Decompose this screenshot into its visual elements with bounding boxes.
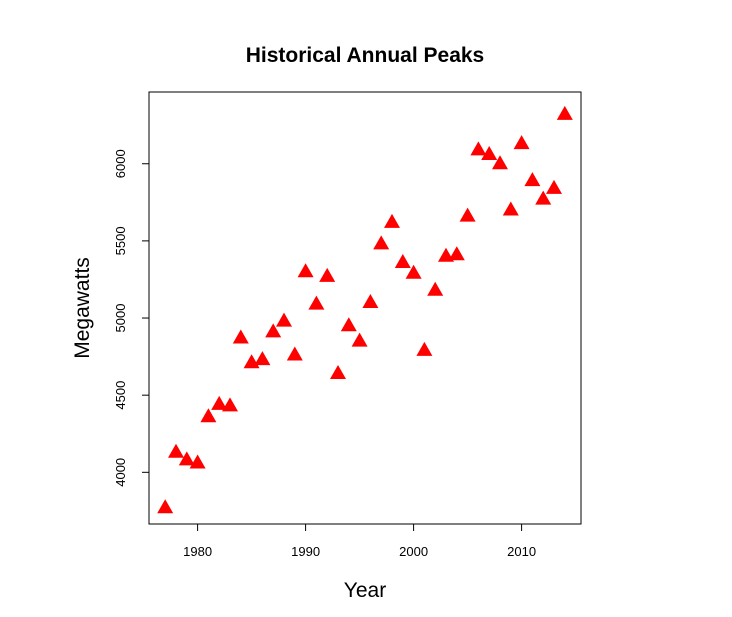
data-point [232, 329, 249, 344]
data-point [405, 264, 422, 279]
data-point [340, 317, 357, 332]
data-point [362, 294, 379, 309]
data-point [265, 323, 282, 338]
x-tick-label: 1980 [183, 544, 212, 559]
data-point [168, 443, 184, 458]
y-axis: 4000 4500 5000 5500 6000 [113, 149, 150, 487]
data-point [178, 451, 195, 466]
data-point [394, 253, 411, 268]
data-point [351, 332, 368, 347]
y-tick-label: 5000 [113, 304, 128, 333]
data-point [384, 213, 400, 228]
x-tick-label: 2010 [507, 544, 536, 559]
data-point [448, 246, 465, 261]
data-point [492, 155, 508, 170]
data-point [189, 454, 206, 469]
y-axis-label: Megawatts [71, 257, 94, 359]
data-point [308, 295, 325, 310]
data-point [297, 263, 314, 278]
y-tick-label: 4500 [113, 381, 128, 410]
x-axis: 1980 1990 2000 2010 [183, 523, 536, 559]
data-point [373, 235, 390, 250]
data-point [286, 346, 303, 361]
data-point [427, 281, 444, 296]
y-tick-label: 4000 [113, 458, 128, 487]
data-point [524, 172, 541, 187]
data-point [211, 395, 228, 410]
data-point [222, 397, 238, 412]
data-point [200, 408, 217, 423]
data-point [157, 499, 174, 514]
y-tick-label: 6000 [113, 149, 128, 178]
x-tick-label: 1990 [291, 544, 320, 559]
data-point [470, 141, 487, 156]
data-point [535, 190, 552, 205]
x-axis-label: Year [344, 579, 386, 602]
data-point [330, 365, 346, 380]
data-point [459, 207, 476, 222]
data-point [319, 267, 336, 282]
x-tick-label: 2000 [399, 544, 428, 559]
data-point [502, 201, 519, 216]
data-point [556, 105, 573, 120]
data-point [513, 135, 530, 150]
data-point [276, 312, 292, 327]
data-points [157, 105, 573, 514]
y-tick-label: 5500 [113, 226, 128, 255]
data-point [416, 341, 433, 356]
data-point [481, 145, 498, 160]
data-point [546, 179, 562, 194]
chart-title: Historical Annual Peaks [246, 44, 484, 67]
data-point [254, 351, 271, 366]
